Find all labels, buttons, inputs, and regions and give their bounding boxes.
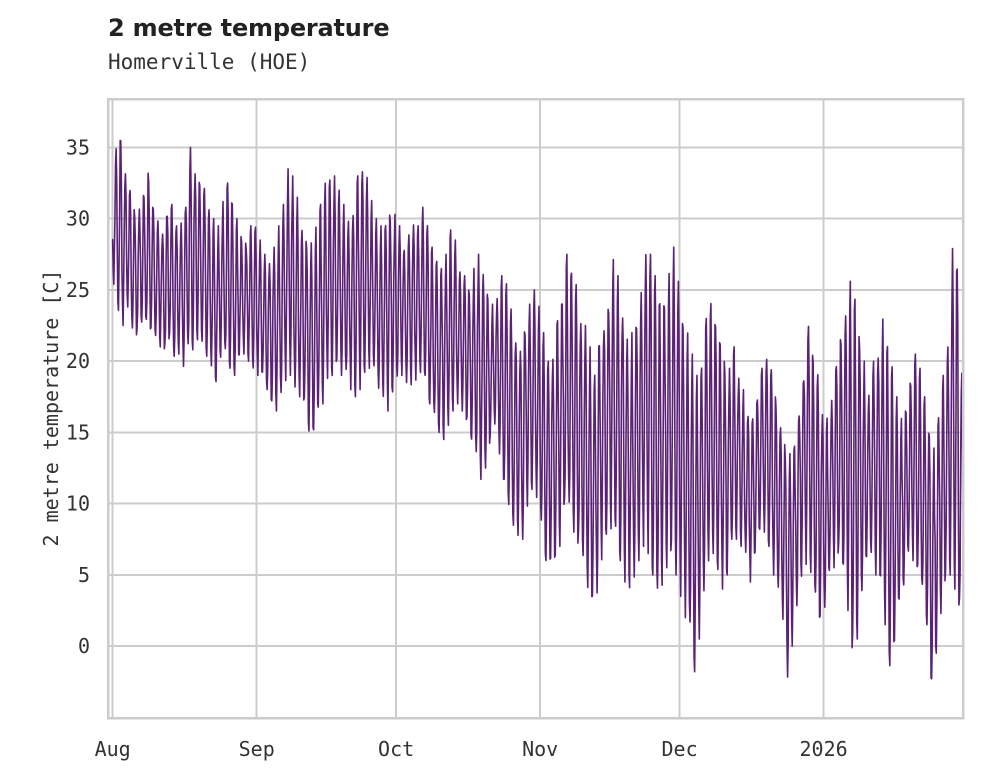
- x-axis-ticks: Aug Sep Oct Nov Dec 2026: [95, 737, 848, 761]
- y-tick-label: 35: [66, 135, 90, 159]
- x-tick-label: Aug: [95, 737, 131, 761]
- chart-title: 2 metre temperature: [108, 14, 390, 42]
- chart-subtitle: Homerville (HOE): [108, 50, 311, 74]
- y-tick-label: 0: [78, 634, 90, 658]
- y-tick-label: 20: [66, 349, 90, 373]
- x-tick-label: Oct: [378, 737, 414, 761]
- y-tick-label: 25: [66, 278, 90, 302]
- y-axis-ticks: 0 5 10 15 20 25 30 35: [66, 135, 90, 658]
- y-tick-label: 10: [66, 492, 90, 516]
- x-tick-label: Nov: [522, 737, 558, 761]
- series-lines: [111, 139, 963, 680]
- x-tick-label: Sep: [239, 737, 275, 761]
- plot-border: [106, 97, 965, 720]
- y-tick-label: 15: [66, 420, 90, 444]
- x-tick-label: 2026: [800, 737, 848, 761]
- y-tick-label: 30: [66, 207, 90, 231]
- y-tick-label: 5: [78, 563, 90, 587]
- temperature-series-line: [111, 139, 963, 680]
- x-tick-label: Dec: [661, 737, 697, 761]
